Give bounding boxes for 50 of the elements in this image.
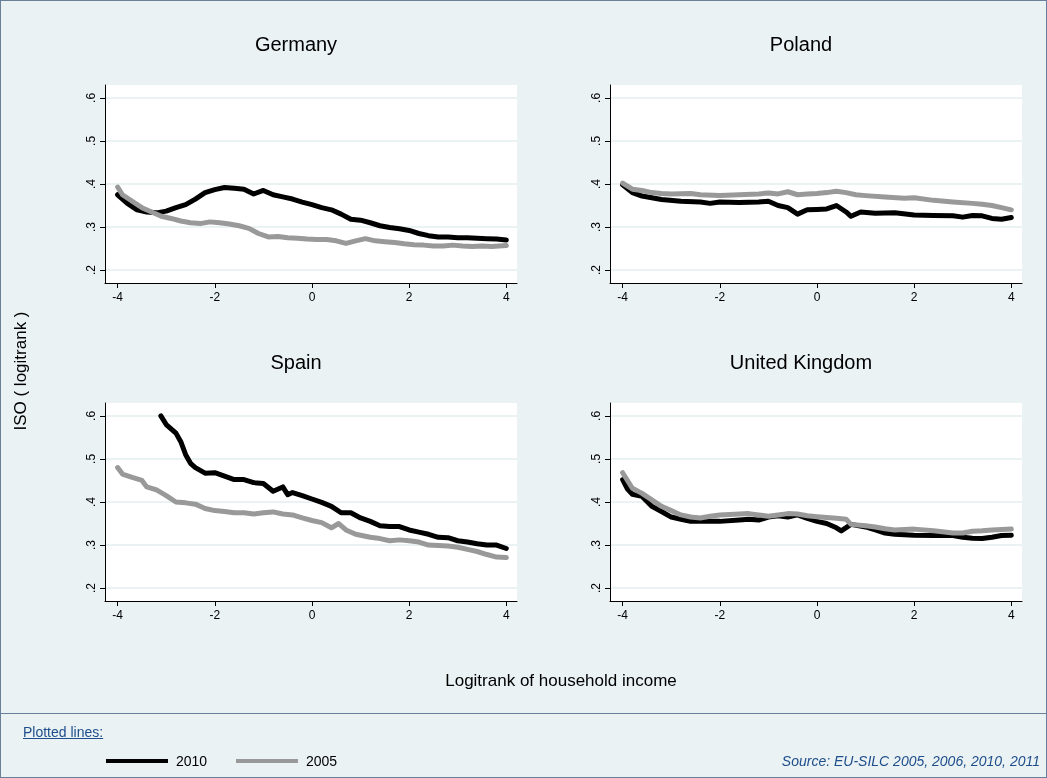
chart-title: Spain bbox=[270, 351, 322, 373]
source-note: Source: EU-SILC 2005, 2006, 2010, 2011 bbox=[781, 753, 1040, 769]
y-tick-label: .2 bbox=[589, 582, 603, 594]
y-tick-label: .6 bbox=[84, 92, 98, 103]
chart-title: Germany bbox=[254, 33, 338, 55]
y-tick-label: .4 bbox=[589, 178, 603, 190]
x-tick-label: 4 bbox=[1007, 608, 1015, 622]
y-tick-label: .5 bbox=[84, 135, 98, 146]
x-tick-label: -2 bbox=[714, 290, 726, 304]
legend-title: Plotted lines: bbox=[23, 724, 104, 740]
y-tick-label: .3 bbox=[589, 539, 603, 551]
x-tick-label: -2 bbox=[209, 290, 221, 304]
x-tick-label: -2 bbox=[209, 608, 221, 622]
y-tick-label: .5 bbox=[84, 453, 98, 464]
y-tick-label: .2 bbox=[84, 582, 98, 594]
y-tick-label: .3 bbox=[84, 221, 98, 233]
x-tick-label: -2 bbox=[714, 608, 726, 622]
x-tick-label: 0 bbox=[308, 290, 316, 304]
y-tick-label: .4 bbox=[84, 496, 98, 508]
y-tick-label: .6 bbox=[589, 410, 603, 421]
chart-title: Poland bbox=[769, 33, 833, 55]
y-tick-label: .3 bbox=[589, 221, 603, 233]
x-tick-label: 4 bbox=[1007, 290, 1015, 304]
legend-label: 2010 bbox=[176, 753, 209, 769]
y-tick-label: .3 bbox=[84, 539, 98, 551]
y-tick-label: .2 bbox=[589, 264, 603, 276]
x-tick-label: 2 bbox=[405, 290, 413, 304]
x-tick-label: 4 bbox=[502, 290, 510, 304]
legend-label: 2005 bbox=[306, 753, 339, 769]
x-tick-label: -4 bbox=[617, 608, 629, 622]
x-tick-label: 2 bbox=[405, 608, 413, 622]
y-tick-label: .5 bbox=[589, 135, 603, 146]
x-tick-label: 2 bbox=[910, 608, 918, 622]
y-tick-label: .4 bbox=[84, 178, 98, 190]
y-tick-label: .6 bbox=[84, 410, 98, 421]
x-tick-label: -4 bbox=[112, 290, 124, 304]
x-tick-label: 2 bbox=[910, 290, 918, 304]
y-tick-label: .6 bbox=[589, 92, 603, 103]
x-tick-label: -4 bbox=[617, 290, 629, 304]
x-tick-label: 0 bbox=[813, 608, 821, 622]
x-axis-title: Logitrank of household income bbox=[445, 671, 677, 691]
y-tick-label: .4 bbox=[589, 496, 603, 508]
x-tick-label: 0 bbox=[308, 608, 316, 622]
chart-title: United Kingdom bbox=[729, 351, 873, 373]
x-tick-label: 4 bbox=[502, 608, 510, 622]
y-tick-label: .2 bbox=[84, 264, 98, 276]
y-tick-label: .5 bbox=[589, 453, 603, 464]
y-axis-title: ISO ( logitrank ) bbox=[11, 311, 31, 431]
x-tick-label: -4 bbox=[112, 608, 124, 622]
x-tick-label: 0 bbox=[813, 290, 821, 304]
